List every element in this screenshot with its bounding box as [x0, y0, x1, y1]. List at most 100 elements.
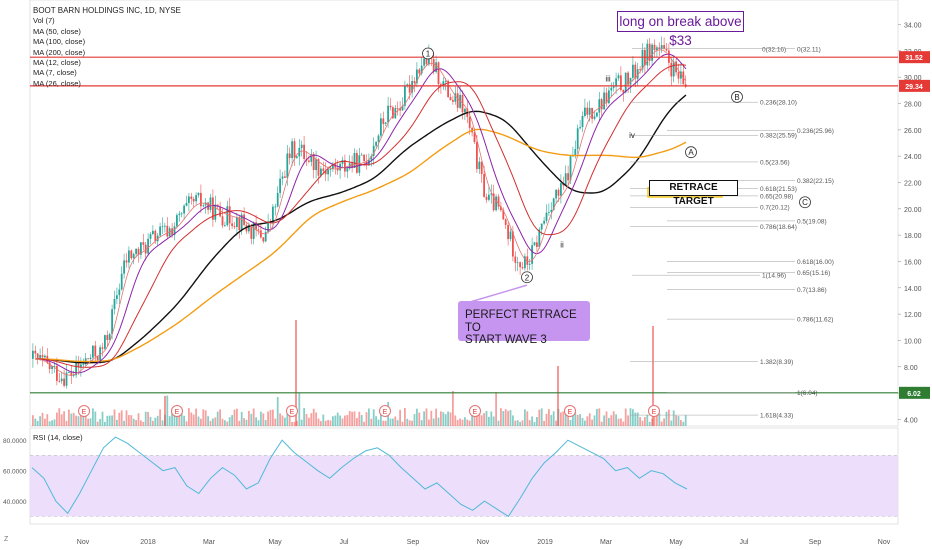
candle-body [236, 217, 238, 227]
volume-bar [300, 419, 303, 426]
volume-bar [524, 409, 526, 426]
candle-body [140, 242, 142, 255]
volume-bar [75, 415, 77, 426]
volume-bar [132, 418, 135, 426]
volume-bar [212, 418, 214, 426]
candle-body [680, 71, 682, 79]
timezone-icon[interactable]: Z [4, 536, 9, 543]
volume-bar [507, 410, 509, 426]
earnings-icon [648, 405, 660, 417]
candle-body [41, 355, 44, 358]
wave-label: 1 [426, 49, 431, 58]
candle-body [279, 178, 281, 193]
candle-body [495, 196, 497, 211]
candle-body [483, 174, 485, 197]
volume-bar [636, 412, 639, 426]
legend-ma200: MA (200, close) [33, 47, 86, 57]
candle-body [648, 43, 651, 61]
volume-bar [226, 421, 229, 426]
candle-body [514, 256, 517, 263]
candle-body [437, 62, 440, 85]
wave-label: B [734, 93, 739, 102]
volume-bar [82, 415, 85, 426]
volume-bar [207, 416, 209, 426]
candle-body [392, 107, 394, 119]
y-tick-label: 28.00 [904, 102, 922, 109]
volume-bar [536, 417, 538, 426]
x-tick-label: May [669, 539, 683, 546]
x-tick-label: Jul [740, 539, 749, 546]
volume-bar [168, 416, 171, 426]
retrace-target-callout: RETRACE TARGET [649, 180, 738, 207]
fib-label: 1(14.96) [762, 273, 786, 280]
candle-body [636, 69, 639, 79]
candle-body [135, 248, 137, 255]
volume-bar [293, 421, 296, 426]
wave-label: iii [605, 74, 611, 83]
candle-body [248, 224, 250, 232]
volume-bar [384, 420, 387, 426]
volume-bar [111, 415, 113, 426]
candle-body [504, 219, 507, 225]
volume-bar [216, 411, 219, 426]
y-tick-label: 8.00 [904, 365, 918, 372]
candle-body [288, 153, 291, 159]
candle-body [255, 222, 257, 230]
volume-bar [125, 410, 128, 426]
volume-bar [562, 411, 565, 426]
volume-bar [456, 419, 459, 426]
wave-marker [685, 146, 697, 159]
candle-body [34, 350, 37, 354]
volume-bar [89, 418, 92, 426]
volume-bar [51, 420, 53, 426]
candle-body [574, 149, 577, 156]
volume-bar [221, 418, 224, 426]
volume-bar [461, 419, 464, 426]
volume-bar [315, 412, 317, 426]
volume-bar [598, 408, 601, 426]
candle-body [80, 364, 82, 368]
volume-bar [528, 420, 531, 426]
volume-bar [564, 413, 567, 426]
perfect-retrace-callout: PERFECT RETRACE TO START WAVE 3 [458, 301, 590, 346]
volume-bar [231, 415, 233, 426]
candle-body [113, 298, 116, 310]
earnings-icon [171, 405, 183, 417]
volume-bar [308, 417, 310, 426]
fib-label: 0(32.11) [797, 46, 821, 53]
volume-bar [404, 408, 406, 426]
fib-label: 0.382(22.15) [797, 178, 834, 185]
legend-ma12: MA (12, close) [33, 58, 81, 68]
candle-body [48, 362, 51, 369]
volume-bar [459, 418, 461, 426]
volume-bar [152, 420, 154, 426]
volume-bar [663, 418, 665, 426]
candle-body [627, 72, 629, 85]
volume-bar [495, 392, 497, 426]
volume-bar [53, 419, 56, 426]
volume-bar [200, 418, 202, 426]
volume-bar [92, 408, 94, 426]
volume-bar [375, 416, 377, 426]
volume-bar [617, 418, 620, 426]
candle-body [555, 189, 557, 199]
earnings-label: E [383, 409, 388, 416]
volume-bar [236, 408, 238, 426]
candle-body [615, 78, 617, 87]
volume-bar [39, 416, 41, 426]
volume-bar [408, 420, 411, 426]
candle-body [564, 173, 567, 186]
volume-bar [202, 409, 205, 426]
volume-bar [538, 409, 541, 426]
candle-body [382, 118, 385, 124]
candle-body [320, 168, 322, 176]
candle-body [468, 116, 471, 128]
volume-bar [120, 410, 123, 426]
legend-title: BOOT BARN HOLDINGS INC, 1D, NYSE [33, 6, 181, 15]
candle-body [82, 364, 85, 366]
candle-body [152, 230, 154, 235]
candle-body [406, 84, 409, 86]
candle-body [663, 45, 665, 49]
candle-body [166, 225, 169, 237]
